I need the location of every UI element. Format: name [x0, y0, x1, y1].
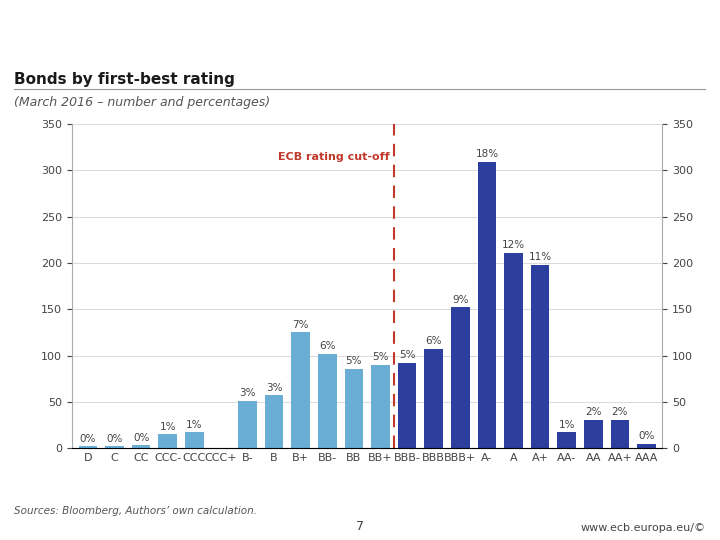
Text: 0%: 0%: [133, 433, 149, 443]
Bar: [238, 401, 257, 448]
Bar: [292, 333, 310, 448]
Bar: [637, 443, 656, 448]
Text: 0%: 0%: [107, 434, 122, 443]
Text: 5%: 5%: [399, 350, 415, 360]
Bar: [372, 365, 390, 448]
Text: 2%: 2%: [585, 407, 601, 417]
Text: Sources: Bloomberg, Authors’ own calculation.: Sources: Bloomberg, Authors’ own calcula…: [14, 506, 258, 516]
Bar: [557, 433, 576, 448]
Text: The first-best rating distribution in March 2016: The first-best rating distribution in Ma…: [14, 18, 720, 46]
Bar: [504, 253, 523, 448]
Bar: [477, 162, 496, 448]
Text: 12%: 12%: [502, 240, 525, 250]
Bar: [132, 446, 150, 448]
Text: 1%: 1%: [559, 420, 575, 430]
Bar: [185, 433, 204, 448]
Text: 2%: 2%: [611, 407, 628, 417]
Bar: [78, 447, 97, 448]
Bar: [345, 369, 363, 448]
Text: 0%: 0%: [638, 431, 654, 441]
Text: 11%: 11%: [528, 252, 552, 262]
Text: 18%: 18%: [475, 150, 498, 159]
Text: 6%: 6%: [426, 336, 442, 346]
Bar: [424, 349, 443, 448]
Text: 3%: 3%: [266, 383, 282, 393]
Text: 5%: 5%: [346, 356, 362, 366]
Bar: [584, 420, 603, 448]
Bar: [105, 447, 124, 448]
Bar: [611, 420, 629, 448]
Bar: [397, 363, 416, 448]
Bar: [265, 395, 284, 448]
Text: 0%: 0%: [80, 434, 96, 443]
Text: 1%: 1%: [186, 420, 202, 430]
Bar: [318, 354, 337, 448]
Text: 5%: 5%: [372, 352, 389, 362]
Bar: [158, 434, 177, 448]
Text: 7%: 7%: [292, 320, 309, 330]
Bar: [531, 265, 549, 448]
Text: 9%: 9%: [452, 295, 469, 305]
Text: 7: 7: [356, 519, 364, 532]
Text: 1%: 1%: [160, 422, 176, 431]
Text: (March 2016 – number and percentages): (March 2016 – number and percentages): [14, 96, 271, 109]
Text: ECB rating cut-off: ECB rating cut-off: [278, 152, 390, 162]
Text: www.ecb.europa.eu/©: www.ecb.europa.eu/©: [580, 523, 706, 532]
Text: Bonds by first-best rating: Bonds by first-best rating: [14, 72, 235, 87]
Text: 6%: 6%: [319, 341, 336, 351]
Bar: [451, 307, 469, 448]
Text: 3%: 3%: [239, 388, 256, 398]
